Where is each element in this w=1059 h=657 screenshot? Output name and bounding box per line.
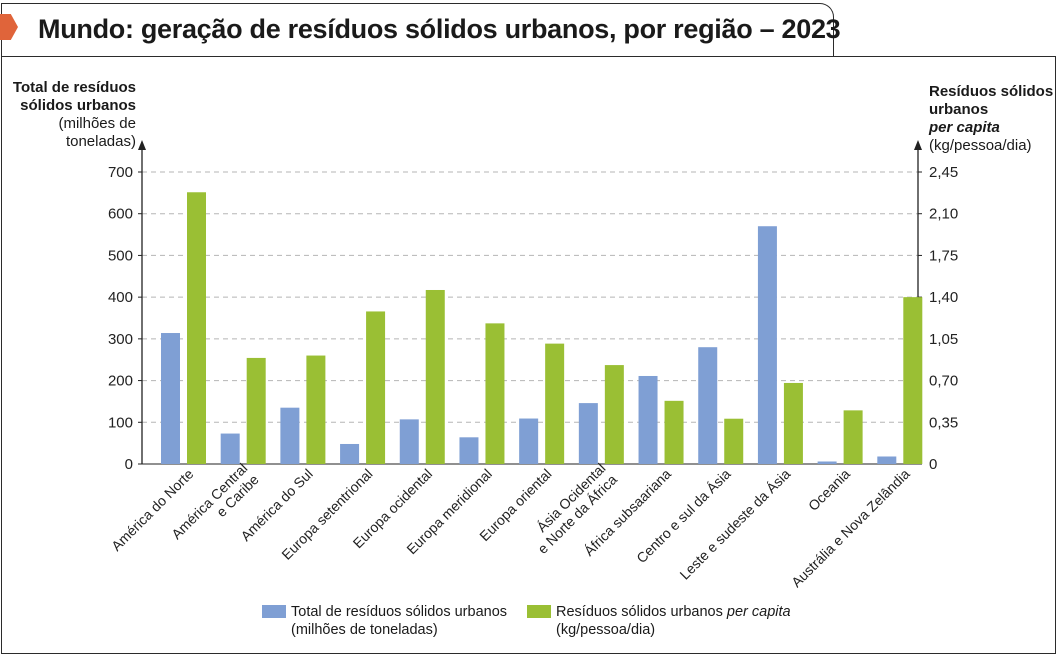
bar-per-capita	[903, 297, 923, 464]
bar-total	[519, 418, 539, 464]
bar-total	[757, 226, 777, 464]
title-tab: Mundo: geração de resíduos sólidos urban…	[1, 3, 841, 57]
right-tick-label: 1,40	[929, 289, 958, 306]
chart-title: Mundo: geração de resíduos sólidos urban…	[38, 14, 841, 44]
right-axis-arrow	[914, 140, 922, 150]
right-tick-label: 1,05	[929, 331, 958, 348]
legend-swatch-total	[262, 605, 286, 618]
bar-per-capita	[604, 365, 624, 464]
right-tick-label: 0,35	[929, 414, 958, 431]
category-label-line: América do Norte	[108, 465, 196, 553]
legend-per-capita-line1a: Resíduos sólidos urbanos	[556, 604, 727, 620]
corner-accent-marker	[0, 14, 18, 40]
bar-per-capita	[306, 355, 326, 464]
bar-total	[817, 461, 837, 464]
legend-per-capita-line2: (kg/pessoa/dia)	[556, 622, 656, 638]
left-axis-title-line2: sólidos urbanos	[20, 97, 136, 114]
bar-total	[340, 443, 360, 464]
left-tick-label: 100	[108, 414, 133, 431]
legend-total-line2: (milhões de toneladas)	[291, 622, 438, 638]
bar-total	[161, 333, 180, 464]
right-tick-label: 0	[929, 456, 937, 473]
left-axis-title-line4: toneladas)	[65, 133, 136, 150]
category-label-line: Oceania	[805, 465, 853, 513]
category-label: Oceania	[805, 465, 853, 513]
category-label-line: Leste e sudeste da Ásia	[676, 465, 793, 582]
legend-swatch-per-capita	[527, 605, 551, 618]
bar-total	[459, 437, 479, 464]
right-tick-label: 0,70	[929, 373, 958, 390]
bar-per-capita	[366, 311, 386, 464]
bar-total	[698, 347, 718, 464]
left-axis-arrow	[138, 140, 146, 150]
category-label: Austrália e Nova Zelândia	[788, 465, 913, 590]
left-tick-label: 600	[108, 206, 133, 223]
legend: Total de resíduos sólidos urbanos (milhõ…	[0, 603, 1059, 643]
left-axis-title: Total de resíduos sólidos urbanos (milhõ…	[10, 79, 136, 151]
bar-per-capita	[246, 357, 266, 464]
left-tick-label: 400	[108, 289, 133, 306]
left-tick-label: 0	[125, 456, 133, 473]
bar-per-capita	[724, 418, 744, 464]
left-tick-label: 700	[108, 164, 133, 181]
bar-total	[399, 419, 419, 464]
bar-per-capita	[187, 192, 206, 464]
bar-per-capita	[783, 382, 803, 464]
bar-per-capita	[485, 323, 505, 464]
left-tick-label: 200	[108, 373, 133, 390]
chart-frame	[1, 56, 1056, 654]
category-label-line: Austrália e Nova Zelândia	[788, 465, 913, 590]
category-label: América do Norte	[108, 465, 196, 553]
bar-per-capita	[664, 400, 684, 464]
bar-per-capita	[843, 410, 863, 464]
category-label: Leste e sudeste da Ásia	[676, 465, 793, 582]
right-tick-label: 1,75	[929, 247, 958, 264]
bar-total	[638, 375, 658, 464]
legend-per-capita-line1b: per capita	[726, 604, 791, 620]
bar-total	[877, 456, 897, 464]
bar-total	[280, 407, 300, 464]
left-tick-label: 500	[108, 247, 133, 264]
bar-per-capita	[425, 289, 445, 464]
right-axis-title-line4: (kg/pessoa/dia)	[929, 137, 1032, 154]
bar-total	[578, 403, 598, 464]
left-tick-label: 300	[108, 331, 133, 348]
right-tick-label: 2,45	[929, 164, 958, 181]
left-axis-title-line1: Total de resíduos	[12, 79, 136, 96]
legend-total-line1: Total de resíduos sólidos urbanos	[291, 604, 508, 620]
bar-per-capita	[545, 343, 565, 464]
left-axis-title-line3: (milhões de	[58, 115, 136, 132]
right-axis-title-line2: urbanos	[929, 101, 989, 118]
right-tick-label: 2,10	[929, 206, 958, 223]
right-axis-title: Resíduos sólidos urbanos per capita (kg/…	[929, 83, 1053, 155]
bar-total	[220, 433, 240, 464]
right-axis-title-line3: per capita	[929, 119, 1000, 136]
right-axis-title-line1: Resíduos sólidos	[929, 83, 1054, 100]
